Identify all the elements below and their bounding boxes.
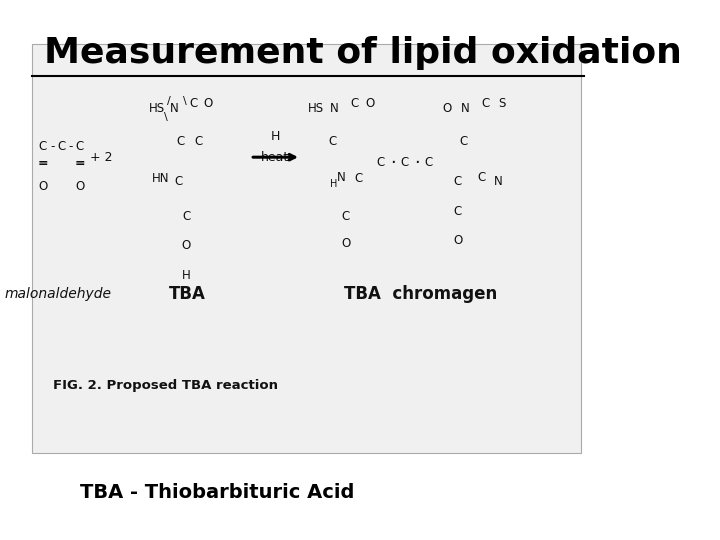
- Text: H: H: [271, 130, 280, 143]
- Text: -: -: [50, 140, 54, 153]
- Text: O: O: [75, 180, 84, 193]
- Text: -: -: [68, 140, 73, 153]
- Text: C: C: [341, 210, 350, 223]
- Text: \: \: [183, 96, 186, 106]
- Text: N: N: [493, 175, 503, 188]
- Text: C: C: [328, 134, 337, 147]
- Text: + 2: + 2: [90, 151, 112, 164]
- Text: N: N: [461, 103, 469, 116]
- Text: H: H: [182, 269, 191, 282]
- Text: =: =: [74, 157, 85, 170]
- Text: Measurement of lipid oxidation: Measurement of lipid oxidation: [45, 36, 683, 70]
- Text: O: O: [204, 97, 213, 110]
- Text: HS: HS: [308, 103, 324, 116]
- Text: N: N: [336, 171, 346, 184]
- Text: ·: ·: [390, 153, 396, 172]
- Text: C: C: [38, 140, 47, 153]
- Text: FIG. 2. Proposed TBA reaction: FIG. 2. Proposed TBA reaction: [53, 379, 279, 392]
- Text: C: C: [424, 156, 432, 169]
- Text: H: H: [330, 179, 338, 189]
- Text: TBA: TBA: [169, 285, 206, 303]
- Text: TBA - Thiobarbituric Acid: TBA - Thiobarbituric Acid: [80, 483, 354, 502]
- Bar: [32, 44, 581, 453]
- Text: C: C: [454, 175, 462, 188]
- Text: C: C: [194, 134, 202, 147]
- Text: ·: ·: [415, 153, 420, 172]
- Text: C: C: [400, 156, 408, 169]
- Text: C: C: [459, 134, 468, 147]
- Text: HN: HN: [152, 172, 169, 185]
- Text: /: /: [166, 96, 171, 106]
- Text: C: C: [176, 134, 184, 147]
- Text: C: C: [174, 175, 183, 188]
- Text: C: C: [376, 156, 384, 169]
- Text: TBA  chromagen: TBA chromagen: [343, 285, 497, 303]
- Text: C: C: [351, 97, 359, 110]
- Text: O: O: [181, 239, 191, 252]
- Text: O: O: [38, 180, 48, 193]
- Text: =: =: [37, 157, 48, 170]
- Text: C: C: [182, 210, 191, 223]
- Text: O: O: [341, 237, 351, 249]
- Text: N: N: [329, 103, 338, 116]
- Text: \: \: [163, 112, 167, 122]
- Text: O: O: [443, 103, 451, 116]
- Text: C: C: [477, 171, 486, 184]
- Text: S: S: [498, 97, 505, 110]
- Text: malonaldehyde: malonaldehyde: [4, 287, 112, 301]
- Text: C: C: [454, 206, 462, 219]
- Text: heat: heat: [261, 151, 289, 164]
- Text: O: O: [454, 234, 462, 247]
- Text: C: C: [57, 140, 66, 153]
- Text: C: C: [189, 97, 198, 110]
- Text: C: C: [482, 97, 490, 110]
- Text: N: N: [170, 103, 179, 116]
- Text: C: C: [76, 140, 84, 153]
- Text: O: O: [365, 97, 374, 110]
- Text: C: C: [355, 172, 363, 185]
- Text: HS: HS: [148, 103, 165, 116]
